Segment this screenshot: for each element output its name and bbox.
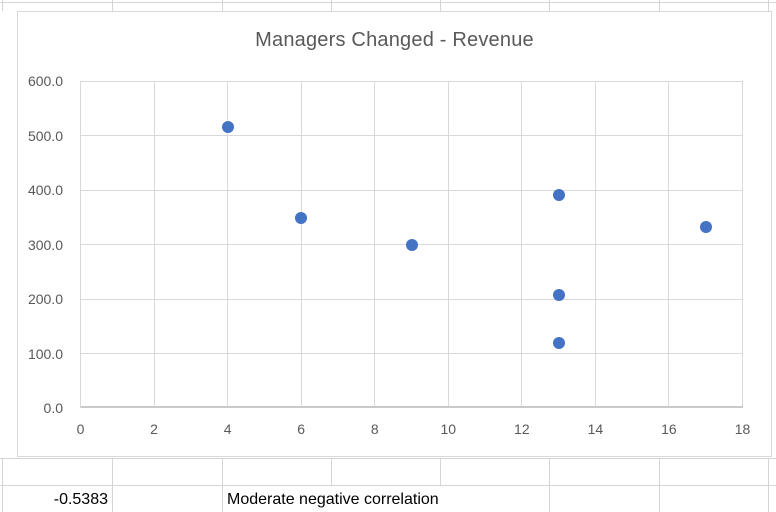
x-tick-label: 14 [587, 421, 604, 437]
spreadsheet-column-line [222, 458, 223, 485]
spreadsheet-column-line [331, 0, 332, 11]
gridline-horizontal [80, 353, 743, 354]
spreadsheet-column-line [112, 0, 113, 11]
spreadsheet-column-line [659, 485, 660, 512]
y-tick-label: 300.0 [27, 236, 63, 253]
x-tick-label: 18 [734, 421, 751, 437]
x-tick-label: 16 [661, 421, 677, 437]
spreadsheet-column-line [2, 0, 3, 11]
x-tick-label: 12 [514, 421, 530, 437]
y-tick-label: 100.0 [27, 345, 63, 362]
spreadsheet-column-line [2, 485, 3, 512]
spreadsheet-row-line [0, 2, 776, 3]
scatter-chart[interactable]: Managers Changed - Revenue 0.0 100.0 200.0… [17, 11, 772, 457]
x-tick-label: 6 [297, 421, 306, 437]
x-tick-label: 8 [370, 421, 379, 437]
spreadsheet-row-line [0, 485, 776, 486]
y-tick-label: 200.0 [27, 291, 63, 307]
y-tick-label: 500.0 [27, 127, 63, 144]
data-point[interactable] [552, 189, 565, 202]
y-tick-label: 400.0 [27, 182, 63, 198]
spreadsheet-column-line [331, 458, 332, 485]
chart-title: Managers Changed - Revenue [255, 29, 534, 51]
data-point[interactable] [552, 336, 565, 349]
gridline-horizontal [80, 135, 743, 136]
plot-area [80, 80, 743, 408]
y-tick-label: 0.0 [43, 400, 63, 416]
spreadsheet-column-line [768, 485, 769, 512]
spreadsheet-row-line [0, 458, 776, 459]
spreadsheet-column-line [549, 485, 550, 512]
x-tick-label: 2 [150, 421, 158, 437]
gridline-horizontal [80, 80, 743, 82]
spreadsheet-column-line [222, 0, 223, 11]
gridline-horizontal [80, 298, 743, 300]
y-tick-label: 600.0 [27, 73, 63, 89]
x-tick-label: 0 [76, 421, 85, 437]
spreadsheet-column-line [2, 458, 3, 485]
gridline-vertical [742, 81, 743, 408]
spreadsheet-column-line [440, 0, 441, 11]
spreadsheet-column-line [112, 485, 113, 512]
spreadsheet-column-line [659, 458, 660, 485]
spreadsheet-column-line [112, 458, 113, 485]
x-tick-label: 4 [223, 421, 232, 437]
data-point[interactable] [295, 212, 308, 225]
data-point[interactable] [699, 220, 712, 233]
data-point[interactable] [405, 238, 418, 251]
spreadsheet-column-line [222, 485, 223, 512]
x-axis-line [80, 406, 743, 408]
x-tick-label: 10 [440, 421, 457, 437]
spreadsheet-column-line [549, 458, 550, 485]
data-point[interactable] [552, 289, 565, 302]
gridline-horizontal [80, 189, 743, 191]
spreadsheet-column-line [768, 0, 769, 11]
spreadsheet-column-line [659, 0, 660, 11]
correlation-value-cell[interactable]: -0.5383 [53, 491, 108, 508]
spreadsheet-column-line [440, 458, 441, 485]
correlation-description-cell[interactable]: Moderate negative correlation [227, 491, 439, 508]
spreadsheet-column-line [549, 0, 550, 11]
spreadsheet-column-line [768, 458, 769, 485]
data-point[interactable] [221, 121, 234, 134]
